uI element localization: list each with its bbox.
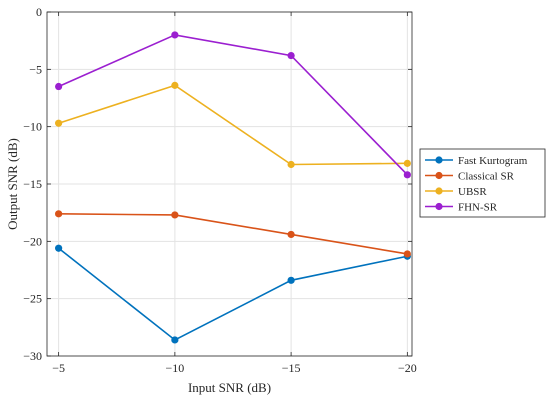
x-tick-label: −10 — [165, 361, 184, 375]
series-group — [55, 31, 411, 344]
legend: Fast Kurtogram Classical SR UBSR FHN-SR — [419, 148, 546, 218]
data-point — [287, 51, 295, 60]
data-point — [171, 31, 179, 39]
y-axis-title: Output SNR (dB) — [5, 138, 20, 230]
grid — [47, 11, 412, 357]
series-line — [58, 84, 408, 166]
series-line — [58, 213, 408, 255]
axes — [46, 11, 413, 357]
y-tick-label: 0 — [36, 5, 42, 19]
data-point — [171, 336, 179, 344]
tick-labels: 0 −5 −10 −15 −20 −25 −30 −5 −10 −15 −20 — [23, 5, 417, 375]
x-tick-label: −20 — [398, 361, 417, 375]
data-point — [55, 119, 63, 127]
legend-marker — [435, 187, 443, 195]
data-point — [55, 210, 63, 218]
x-tick-label: −15 — [282, 361, 301, 375]
series-classical-sr — [55, 210, 411, 258]
series-line — [58, 247, 408, 341]
legend-marker — [435, 202, 443, 211]
series-line — [58, 34, 408, 176]
legend-marker — [435, 156, 443, 164]
data-point — [55, 82, 63, 91]
legend-label: UBSR — [458, 186, 487, 198]
series-fast-kurtogram — [55, 244, 411, 344]
data-point — [171, 211, 179, 219]
series-ubsr — [55, 81, 411, 169]
y-tick-label: −10 — [23, 120, 42, 134]
legend-label: Classical SR — [458, 171, 515, 183]
x-tick-label: −5 — [52, 361, 65, 375]
data-point — [171, 81, 179, 89]
legend-label: FHN-SR — [458, 202, 498, 214]
data-point — [403, 171, 411, 179]
data-point — [403, 250, 411, 258]
data-point — [55, 244, 63, 252]
data-point — [287, 276, 295, 284]
data-point — [287, 230, 295, 239]
legend-label: Fast Kurtogram — [458, 155, 528, 167]
x-axis-title: Input SNR (dB) — [188, 380, 271, 395]
data-point — [287, 160, 295, 169]
series-fhn-sr — [55, 31, 411, 179]
y-tick-label: −5 — [29, 62, 42, 76]
data-point — [403, 159, 411, 167]
y-tick-label: −30 — [23, 349, 42, 363]
y-tick-label: −25 — [23, 292, 42, 306]
y-tick-label: −20 — [23, 234, 42, 248]
y-tick-label: −15 — [23, 177, 42, 191]
legend-marker — [435, 171, 443, 180]
